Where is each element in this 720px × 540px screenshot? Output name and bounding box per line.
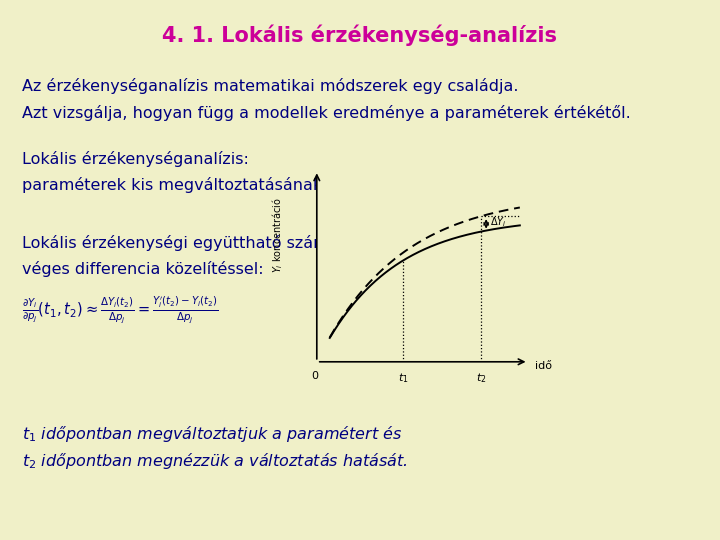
Text: Lokális érzékenységanalízis:: Lokális érzékenységanalízis: [22, 151, 248, 167]
Text: $\Delta Y_i$: $\Delta Y_i$ [490, 215, 506, 230]
Text: $t_2$ időpontban megnézzük a változtatás hatását.: $t_2$ időpontban megnézzük a változtatás… [22, 451, 408, 471]
Text: 0: 0 [311, 371, 318, 381]
Text: $\frac{\partial Y_i}{\partial p_j}(t_1,t_2)\approx\frac{\Delta Y_i(t_2)}{\Delta : $\frac{\partial Y_i}{\partial p_j}(t_1,t… [22, 294, 218, 326]
Text: idő: idő [535, 361, 552, 372]
Text: Lokális érzékenységi együttható számítása: Lokális érzékenységi együttható számítás… [22, 235, 367, 251]
Text: véges differencia közelítéssel:: véges differencia közelítéssel: [22, 261, 264, 277]
Text: $t_1$ időpontban megváltoztatjuk a paramétert és: $t_1$ időpontban megváltoztatjuk a param… [22, 424, 402, 444]
Text: $t_2$: $t_2$ [476, 371, 486, 384]
Text: $t_1$: $t_1$ [398, 371, 408, 384]
Text: Az érzékenységanalízis matematikai módszerek egy családja.: Az érzékenységanalízis matematikai módsz… [22, 78, 518, 94]
Text: $Y_i$ koncentráció: $Y_i$ koncentráció [271, 198, 285, 273]
Text: paraméterek kis megváltoztatásának hatása.: paraméterek kis megváltoztatásának hatás… [22, 177, 387, 193]
Text: Azt vizsgálja, hogyan függ a modellek eredménye a paraméterek értékétől.: Azt vizsgálja, hogyan függ a modellek er… [22, 105, 630, 122]
Text: 4. 1. Lokális érzékenység-analízis: 4. 1. Lokális érzékenység-analízis [163, 24, 557, 46]
